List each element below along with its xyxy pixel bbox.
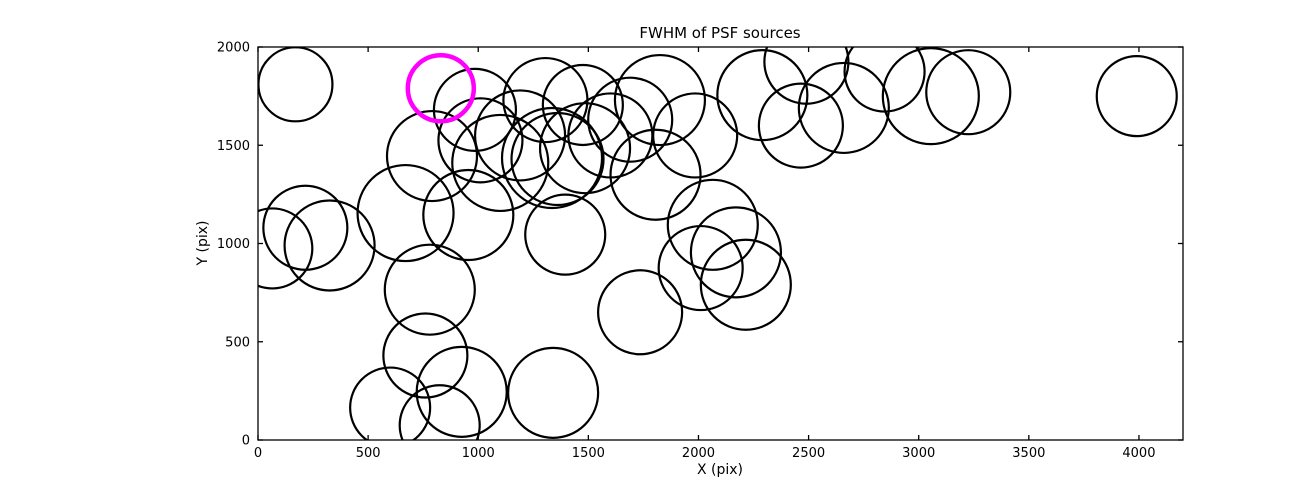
psf-source-circle xyxy=(385,109,479,203)
y-tick-label: 1000 xyxy=(217,237,250,252)
psf-source-circle xyxy=(500,106,604,210)
psf-source-circle xyxy=(587,76,674,163)
points-layer xyxy=(258,47,1178,440)
psf-source-circle xyxy=(657,224,744,312)
psf-source-circle xyxy=(356,163,455,263)
x-tick-label: 4000 xyxy=(1122,446,1155,461)
y-tick-label: 0 xyxy=(242,434,250,449)
psf-source-circle xyxy=(757,82,844,169)
x-tick-label: 3500 xyxy=(1012,446,1045,461)
psf-source-circle xyxy=(524,193,607,276)
psf-source-circle xyxy=(613,53,707,147)
psf-source-circle xyxy=(349,366,432,440)
psf-source-circle xyxy=(597,269,684,356)
psf-source-circle xyxy=(925,49,1012,136)
psf-source-circle xyxy=(763,47,850,105)
chart-title: FWHM of PSF sources xyxy=(639,24,800,42)
psf-source-circle xyxy=(383,243,476,336)
x-tick-label: 3000 xyxy=(902,446,935,461)
psf-source-circle xyxy=(422,168,515,262)
psf-source-circle xyxy=(258,47,334,123)
psf-source-circle xyxy=(398,384,481,440)
psf-source-circle xyxy=(451,113,550,213)
psf-source-circle xyxy=(689,206,783,299)
psf-source-circle xyxy=(437,97,524,184)
psf-source-circle xyxy=(473,89,567,182)
x-axis-label: X (pix) xyxy=(697,462,743,478)
x-tick-label: 1000 xyxy=(462,446,495,461)
psf-source-circle xyxy=(283,199,376,292)
ticks-layer: 0 500 1000 1500 2000 2500 3000 3500 4000 0 500 1000… xyxy=(217,41,1183,461)
psf-source-circle xyxy=(382,312,469,399)
axes-spines-box xyxy=(257,46,1184,441)
x-tick-label: 1500 xyxy=(572,446,605,461)
highlighted-psf-source-circle xyxy=(405,53,477,124)
psf-source-circle xyxy=(699,238,792,331)
y-axis-label: Y (pix) xyxy=(195,221,211,267)
psf-source-circle xyxy=(507,346,600,439)
psf-source-circle xyxy=(258,207,314,290)
x-tick-label: 0 xyxy=(254,446,262,461)
y-tick-label: 2000 xyxy=(217,41,250,56)
psf-source-circle xyxy=(432,67,518,152)
y-tick-label: 500 xyxy=(225,335,250,350)
psf-source-circle xyxy=(609,128,702,221)
psf-source-circle xyxy=(666,178,759,271)
psf-source-circle xyxy=(797,61,890,155)
x-tick-label: 2000 xyxy=(682,446,715,461)
psf-source-circle xyxy=(541,63,624,147)
x-tick-label: 2500 xyxy=(792,446,825,461)
y-tick-label: 1500 xyxy=(217,139,250,154)
x-tick-label: 500 xyxy=(356,446,381,461)
psf-source-circle xyxy=(881,47,980,146)
psf-source-circle xyxy=(1095,55,1178,138)
